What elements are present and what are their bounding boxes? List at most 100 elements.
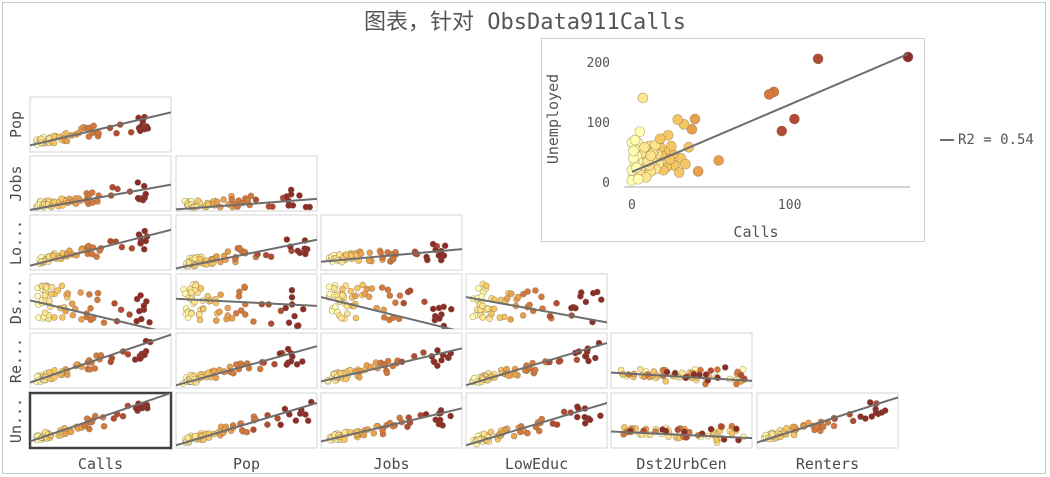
matrix-data-point xyxy=(293,361,301,368)
matrix-cell-Unemployed-vs-Jobs[interactable] xyxy=(320,392,463,449)
matrix-data-point xyxy=(140,245,148,253)
matrix-data-point xyxy=(283,236,291,243)
matrix-data-point xyxy=(447,412,454,420)
matrix-data-point xyxy=(184,434,192,441)
matrix-cell-marks xyxy=(30,227,171,267)
matrix-data-point xyxy=(243,428,251,436)
matrix-data-point xyxy=(872,409,880,416)
matrix-data-point xyxy=(790,431,798,439)
detail-data-point xyxy=(645,150,657,162)
matrix-data-point xyxy=(49,252,57,259)
matrix-data-point xyxy=(783,424,790,432)
matrix-data-point xyxy=(146,319,153,326)
matrix-data-point xyxy=(421,298,428,306)
matrix-cell-Unemployed-vs-Dst2UrbCen[interactable] xyxy=(610,392,753,449)
matrix-data-point xyxy=(236,288,243,295)
matrix-regression-line xyxy=(611,371,752,382)
matrix-cell-Renters-vs-Jobs[interactable] xyxy=(320,332,463,389)
detail-x-axis-label: Calls xyxy=(733,223,778,241)
matrix-cell-Renters-vs-Pop[interactable] xyxy=(175,332,318,389)
matrix-data-point xyxy=(555,358,563,365)
detail-y-tick-label: 100 xyxy=(587,116,610,131)
matrix-cell-marks xyxy=(176,186,317,211)
matrix-data-point xyxy=(515,293,522,301)
matrix-data-point xyxy=(341,436,348,443)
matrix-data-point xyxy=(573,413,581,421)
matrix-data-point xyxy=(482,282,490,290)
matrix-cell-Unemployed-vs-Renters[interactable] xyxy=(756,392,899,449)
matrix-data-point xyxy=(88,189,96,196)
matrix-data-point xyxy=(469,313,477,320)
matrix-data-point xyxy=(383,369,391,377)
matrix-cell-marks xyxy=(176,398,317,447)
matrix-data-point xyxy=(830,422,838,430)
matrix-data-point xyxy=(789,423,797,431)
matrix-cell-marks xyxy=(757,396,898,444)
matrix-data-point xyxy=(438,356,445,364)
matrix-data-point xyxy=(212,317,220,324)
matrix-data-point xyxy=(424,256,431,264)
matrix-data-point xyxy=(256,365,264,373)
matrix-data-point xyxy=(577,292,584,300)
matrix-regression-line xyxy=(176,345,317,387)
matrix-data-point xyxy=(113,129,120,137)
matrix-regression-line xyxy=(30,393,171,443)
matrix-regression-line xyxy=(176,238,317,270)
detail-data-point xyxy=(692,166,704,177)
matrix-cell-marks xyxy=(30,111,171,148)
matrix-cell-Renters-vs-Calls[interactable] xyxy=(29,332,172,389)
detail-data-point xyxy=(632,173,644,185)
matrix-data-point xyxy=(285,319,293,327)
matrix-cell-Dst2UrbCen-vs-Calls[interactable] xyxy=(29,273,172,333)
matrix-row-label: Re... xyxy=(7,338,25,383)
matrix-data-point xyxy=(134,179,142,186)
matrix-data-point xyxy=(197,285,205,292)
matrix-cell-Pop-vs-Calls[interactable] xyxy=(29,96,172,153)
matrix-data-point xyxy=(48,283,56,291)
matrix-cell-Dst2UrbCen-vs-Jobs[interactable] xyxy=(320,273,463,332)
matrix-cell-LowEduc-vs-Pop[interactable] xyxy=(175,214,318,271)
matrix-data-point xyxy=(717,423,725,430)
matrix-cell-marks xyxy=(30,393,171,444)
matrix-data-point xyxy=(62,430,69,438)
matrix-cell-Dst2UrbCen-vs-LowEduc[interactable] xyxy=(465,273,608,330)
matrix-data-point xyxy=(347,287,354,295)
matrix-data-point xyxy=(299,305,307,313)
matrix-cell-Unemployed-vs-LowEduc[interactable] xyxy=(465,392,608,449)
detail-data-point xyxy=(902,51,914,63)
matrix-data-point xyxy=(420,349,427,356)
matrix-data-point xyxy=(200,305,207,313)
matrix-cell-marks xyxy=(176,236,317,270)
matrix-regression-line xyxy=(30,299,157,329)
matrix-data-point xyxy=(141,227,149,235)
matrix-data-point xyxy=(287,191,295,198)
matrix-cell-Unemployed-vs-Pop[interactable] xyxy=(175,392,318,449)
matrix-data-point xyxy=(250,426,257,433)
matrix-cell-Unemployed-vs-Calls[interactable] xyxy=(28,391,173,450)
matrix-cell-LowEduc-vs-Calls[interactable] xyxy=(29,214,172,271)
matrix-data-point xyxy=(354,284,361,292)
matrix-data-point xyxy=(59,314,66,321)
matrix-data-point xyxy=(359,281,366,289)
detail-x-tick-label: 100 xyxy=(778,198,801,213)
matrix-regression-line xyxy=(321,407,462,443)
matrix-cell-Renters-vs-Dst2UrbCen[interactable] xyxy=(610,332,753,389)
matrix-data-point xyxy=(64,290,72,297)
matrix-cell-Renters-vs-LowEduc[interactable] xyxy=(465,332,608,389)
matrix-data-point xyxy=(138,315,145,323)
matrix-cell-LowEduc-vs-Jobs[interactable] xyxy=(320,214,463,271)
matrix-regression-line xyxy=(611,430,752,440)
matrix-data-point xyxy=(707,367,715,374)
matrix-data-point xyxy=(496,314,504,322)
matrix-cell-Jobs-vs-Pop[interactable] xyxy=(175,155,318,212)
matrix-data-point xyxy=(713,436,720,444)
matrix-data-point xyxy=(237,307,245,314)
matrix-data-point xyxy=(265,203,273,210)
matrix-data-point xyxy=(546,312,554,320)
matrix-data-point xyxy=(347,252,355,259)
matrix-cell-Jobs-vs-Calls[interactable] xyxy=(29,155,172,212)
matrix-data-point xyxy=(118,243,126,251)
matrix-cell-Dst2UrbCen-vs-Pop[interactable] xyxy=(175,273,318,330)
r2-legend: R2 = 0.54 xyxy=(940,132,1034,148)
matrix-data-point xyxy=(142,190,150,198)
